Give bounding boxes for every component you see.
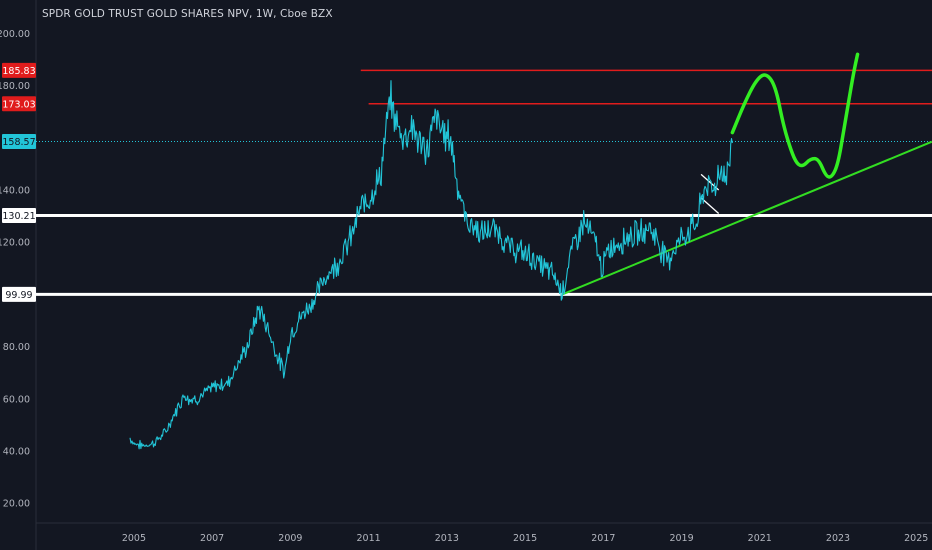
y-tick-label-180-00: 180.00 [0,81,30,92]
channel-line-1 [700,173,720,191]
y-tick-label-20-00: 20.00 [3,499,30,510]
price-badge-158-57: 158.57 [2,137,35,148]
trend-line [561,140,932,296]
x-tick-label-2005: 2005 [122,533,146,544]
y-tick-label-40-00: 40.00 [3,447,30,458]
y-tick-label-80-00: 80.00 [3,342,30,353]
price-badge-185-83: 185.83 [2,66,35,77]
projection-curve [730,52,860,179]
price-line [129,80,733,450]
chart-title: SPDR GOLD TRUST GOLD SHARES NPV, 1W, Cbo… [42,8,333,20]
price-badges: 185.83 173.03 158.57 130.21 99.99 [2,62,36,302]
price-series [129,80,733,450]
channel-line-2 [700,197,720,214]
price-badge-99-99-bg [2,286,36,302]
x-tick-label-2015: 2015 [513,533,537,544]
price-badge-158-57-bg [2,134,36,150]
y-tick-label-200-00: 200.00 [0,29,30,40]
price-badge-130-21: 130.21 [2,211,35,222]
x-tick-label-2017: 2017 [591,533,615,544]
x-tick-label-2019: 2019 [669,533,693,544]
x-tick-label-2025: 2025 [904,533,928,544]
y-tick-label-140-00: 140.00 [0,186,30,197]
price-badge-173-03-bg [2,96,36,112]
price-badge-99-99: 99.99 [5,290,32,301]
price-badge-130-21-bg [2,208,36,224]
price-badge-185-83-bg [2,62,36,78]
horizontal-levels [36,69,932,296]
price-badge-173-03: 173.03 [2,99,35,110]
x-tick-label-2009: 2009 [278,533,302,544]
drawings [561,52,932,296]
y-tick-label-60-00: 60.00 [3,394,30,405]
x-tick-label-2023: 2023 [826,533,850,544]
x-tick-label-2013: 2013 [435,533,459,544]
tick-labels: 2005 2007 2009 2011 2013 2015 2017 2019 2021 2023… [0,29,928,544]
x-tick-label-2007: 2007 [200,533,224,544]
y-tick-label-120-00: 120.00 [0,238,30,249]
x-tick-label-2011: 2011 [357,533,381,544]
x-tick-label-2021: 2021 [748,533,772,544]
